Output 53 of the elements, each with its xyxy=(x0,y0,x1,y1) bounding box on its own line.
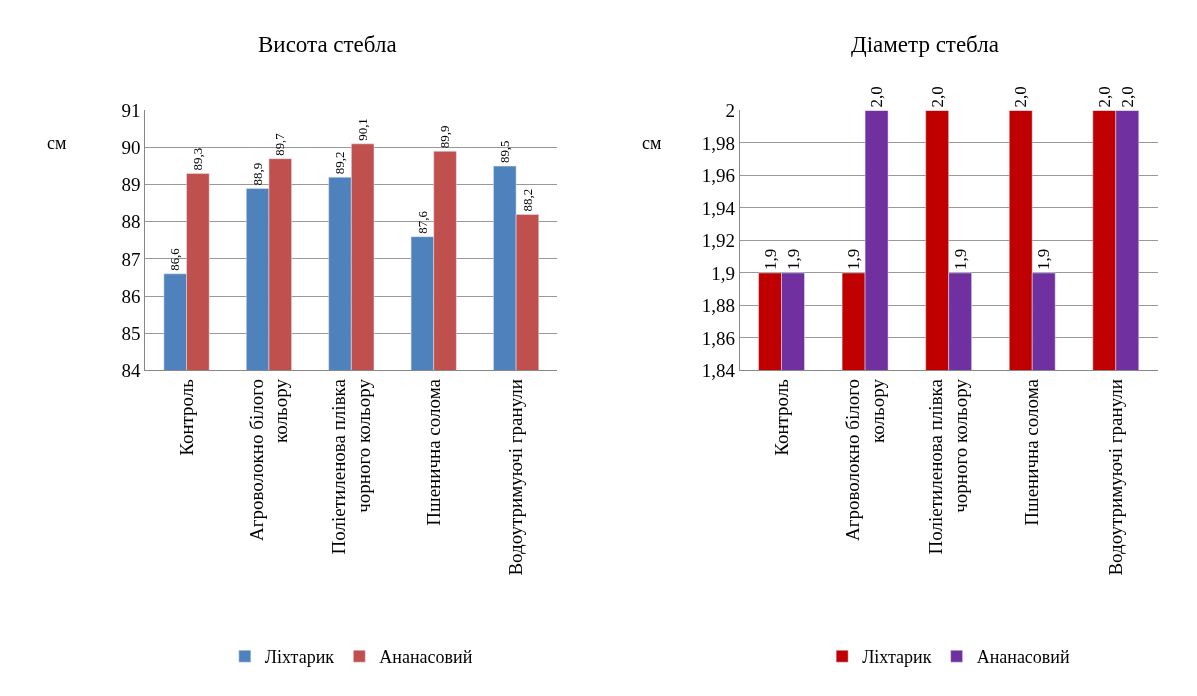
data-label: 2,0 xyxy=(1094,86,1114,108)
y-tick-label: 84 xyxy=(121,360,142,382)
y-tick-label: 1,9 xyxy=(711,262,735,284)
x-tick-label: Агроволокно білого кольору xyxy=(245,378,292,542)
y-tick-label: 1,86 xyxy=(701,327,735,349)
y-tick-label: 88 xyxy=(121,211,141,233)
y-tick-label: 1,96 xyxy=(701,165,735,187)
legend-label: Ліхтарик xyxy=(862,647,932,668)
y-axis-title: см xyxy=(642,133,662,153)
data-label: 1,9 xyxy=(760,248,780,270)
data-label: 2,0 xyxy=(1117,86,1137,108)
data-label: 1,9 xyxy=(844,248,864,270)
data-label: 1,9 xyxy=(1034,248,1054,270)
x-tick-label: Агроволокно білого кольору xyxy=(841,378,888,542)
data-label: 86,6 xyxy=(167,247,183,271)
data-label: 2,0 xyxy=(867,86,887,108)
y-tick-label: 1,98 xyxy=(701,132,735,154)
data-label: 1,9 xyxy=(783,248,803,270)
y-tick-label: 85 xyxy=(121,322,141,344)
data-label: 2,0 xyxy=(1011,86,1031,108)
y-tick-label: 89 xyxy=(121,174,141,196)
x-tick-label: Пшенична солома xyxy=(1021,378,1043,526)
data-label: 89,5 xyxy=(496,140,512,164)
data-label: 1,9 xyxy=(950,248,970,270)
data-label: 90,1 xyxy=(354,118,370,141)
data-label: 89,3 xyxy=(190,147,206,171)
y-tick-label: 1,94 xyxy=(701,197,736,219)
legend-label: Ананасовий xyxy=(379,647,473,668)
y-tick-label: 91 xyxy=(121,100,141,122)
chart-title: Висота стебла xyxy=(258,32,397,57)
data-label: 87,6 xyxy=(414,210,430,234)
data-label: 89,7 xyxy=(273,133,288,156)
y-tick-label: 90 xyxy=(121,137,141,159)
x-tick-label: Контроль xyxy=(770,378,792,456)
data-label: 2,0 xyxy=(927,86,947,108)
data-label: 89,9 xyxy=(437,125,453,149)
data-label: 88,9 xyxy=(249,162,265,186)
legend-label: Ананасовий xyxy=(976,647,1070,668)
data-label: 88,2 xyxy=(519,188,535,212)
y-tick-label: 1,88 xyxy=(701,295,735,317)
x-tick-label: Водоутримуючі гранули xyxy=(505,379,527,576)
y-tick-label: 1,92 xyxy=(701,230,735,252)
y-tick-label: 87 xyxy=(121,248,141,270)
y-tick-label: 2 xyxy=(725,100,735,122)
y-tick-label: 1,84 xyxy=(701,360,736,382)
x-tick-label: Водоутримуючі гранули xyxy=(1104,379,1126,576)
chart-title: Діаметр стебла xyxy=(851,32,999,57)
y-axis-title: см xyxy=(47,133,67,153)
y-tick-label: 86 xyxy=(121,285,141,307)
legend-label: Ліхтарик xyxy=(264,647,335,668)
x-tick-label: Контроль xyxy=(175,378,197,456)
data-label: 89,2 xyxy=(332,151,348,175)
x-tick-label: Пшенична солома xyxy=(422,378,444,526)
